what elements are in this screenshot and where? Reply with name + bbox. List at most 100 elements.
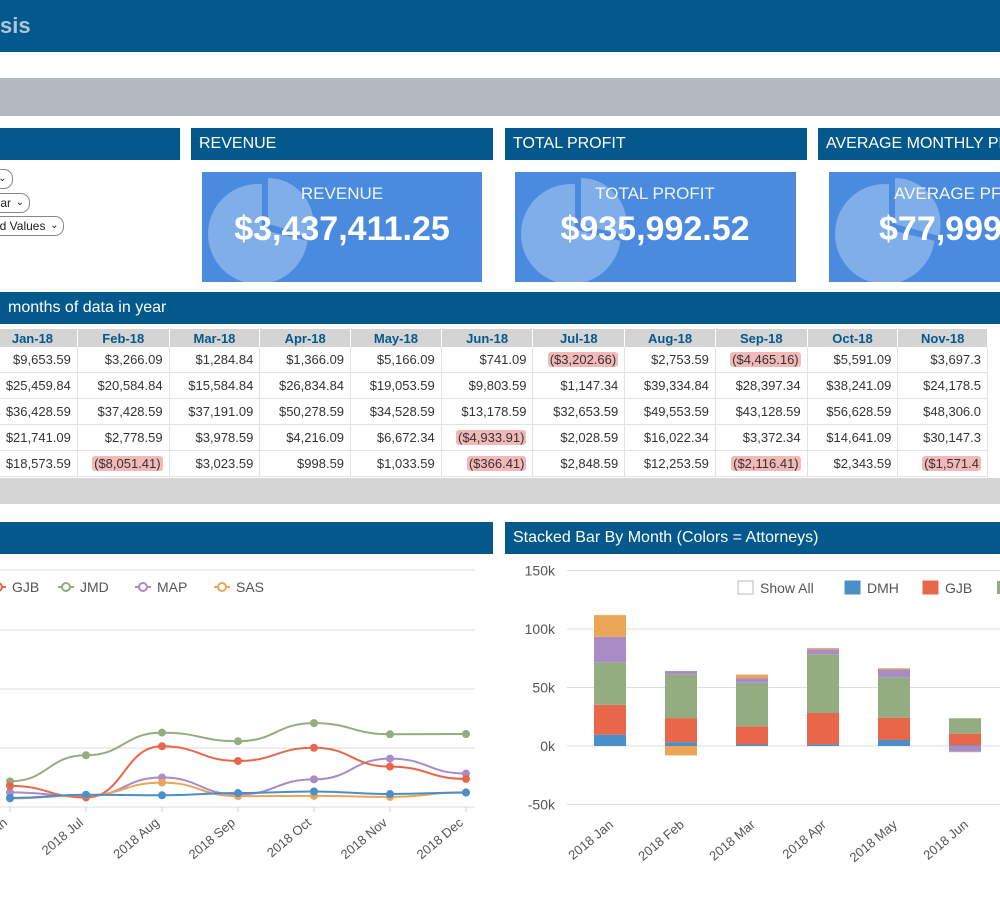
x-tick-label: 2018 May [847, 816, 901, 865]
pie-chart-icon [208, 178, 316, 282]
cell-value: $30,147.3 [923, 430, 981, 445]
cell-value: $12,253.59 [643, 456, 709, 471]
table-cell: ($3,202.66) [532, 347, 626, 373]
bar-chart-title: Stacked Bar By Month (Colors = Attorneys… [513, 529, 819, 546]
column-header[interactable]: Mar-18 [169, 329, 261, 347]
calendar-select-value: ndar [0, 196, 12, 210]
data-point [310, 743, 318, 752]
column-header[interactable]: Sep-18 [715, 329, 808, 347]
total-profit-value: $935,992.52 [560, 210, 750, 248]
table-row: $36,428.59 $37,428.59 $37,191.09 $50,278.59… [0, 398, 988, 425]
column-header[interactable]: Aug-18 [624, 329, 716, 347]
table-cell: ($4,465.16) [715, 347, 808, 373]
legend-label: MAP [157, 579, 187, 595]
cell-value: $50,278.59 [278, 404, 345, 419]
legend-label: GJB [945, 580, 972, 596]
column-header[interactable]: Jan-18 [0, 329, 78, 347]
table-cell: $15,584.84 [169, 372, 261, 399]
bar-segment-dmh [594, 734, 626, 746]
pie-chart-icon [835, 178, 943, 282]
calendar-select[interactable]: ndar⌄ [0, 193, 31, 213]
x-tick-label: 2018 Jun [920, 817, 971, 863]
table-cell: $2,343.59 [807, 450, 899, 477]
x-tick-label: an [0, 815, 10, 836]
column-header[interactable]: Feb-18 [77, 329, 170, 347]
table-cell: $3,372.34 [715, 424, 808, 451]
x-tick-label: 2018 Apr [779, 816, 829, 861]
x-tick-label: 2018 Aug [110, 815, 162, 862]
table-cell: $30,147.3 [897, 424, 988, 451]
cell-value: $2,753.59 [651, 352, 709, 367]
y-tick-label: -50k [528, 797, 556, 813]
table-cell: $26,834.84 [259, 372, 352, 399]
table-row: $25,459.84 $20,584.84 $15,584.84 $26,834.84… [0, 372, 988, 399]
year-select[interactable]: 8⌄ [0, 169, 13, 189]
page-title: sis [0, 13, 31, 38]
filter-bar [0, 78, 1000, 116]
data-point [462, 774, 470, 783]
bar-segment-sas [807, 648, 839, 650]
table-panel-header: months of data in year [0, 292, 1000, 324]
total-profit-panel-header: TOTAL PROFIT [505, 128, 807, 160]
table-cell: $16,022.34 [624, 424, 716, 451]
column-header[interactable]: Oct-18 [807, 329, 899, 347]
cell-value: $32,653.59 [553, 404, 619, 419]
bar-segment-sas [594, 615, 626, 637]
data-point [82, 790, 90, 799]
table-cell: $3,978.59 [169, 424, 261, 451]
table-cell: $56,628.59 [807, 398, 899, 425]
bar-segment-map [807, 649, 839, 655]
table-cell: $3,697.3 [897, 347, 988, 373]
value-type-select[interactable]: ked Values ⌄ [0, 216, 65, 236]
table-cell: $48,306.0 [897, 398, 988, 425]
revenue-panel-header: REVENUE [191, 128, 493, 160]
table-cell: $2,028.59 [532, 424, 626, 451]
cell-value: $3,023.59 [195, 456, 254, 471]
cell-value: $19,053.59 [369, 378, 435, 393]
data-point [234, 789, 242, 798]
table-cell: $1,366.09 [259, 347, 352, 373]
table-cell: $2,848.59 [532, 450, 626, 477]
column-header[interactable]: Nov-18 [897, 329, 988, 347]
x-tick-label: 2018 Oct [264, 815, 314, 861]
bar-segment-jmd [736, 682, 768, 727]
total-profit-card: TOTAL PROFIT $935,992.52 [515, 172, 796, 282]
cell-value: ($4,465.16) [730, 352, 801, 367]
bar-segment-map [949, 746, 981, 752]
total-profit-label: TOTAL PROFIT [595, 184, 715, 203]
table-cell: $13,178.59 [441, 398, 534, 425]
cell-value: $2,028.59 [560, 430, 619, 445]
cell-value: $4,216.09 [286, 430, 345, 445]
table-cell: $39,334.84 [624, 372, 716, 399]
bar-segment-dmh [736, 744, 768, 746]
table-cell: $4,216.09 [259, 424, 352, 451]
bar-segment-jmd [665, 674, 697, 719]
table-row: $18,573.59 ($8,051.41) $3,023.59 $998.59 $1,… [0, 450, 988, 477]
column-header[interactable]: Jun-18 [441, 329, 534, 347]
column-header[interactable]: Apr-18 [259, 329, 352, 347]
avg-monthly-profit-header-label: AVERAGE MONTHLY PF [826, 135, 1000, 152]
column-header[interactable]: May-18 [350, 329, 442, 347]
data-point [234, 756, 242, 765]
cell-value: $36,428.59 [5, 404, 71, 419]
cell-value: $1,147.34 [560, 378, 619, 393]
bar-segment-jmd [949, 718, 981, 734]
bar-segment-jmd [594, 662, 626, 705]
table-cell: $49,553.59 [624, 398, 716, 425]
column-header[interactable]: Jul-18 [532, 329, 626, 347]
cell-value: $3,372.34 [742, 430, 801, 445]
stacked-bar-chart: 150k 100k 50k 0k -50k Show All DMH GJB 2018 Jan 2… [525, 563, 1000, 865]
table-cell: $1,284.84 [169, 347, 261, 373]
cell-value: $20,584.84 [97, 378, 163, 393]
cell-value: ($1,571.4 [922, 456, 981, 471]
cell-value: $21,741.09 [5, 430, 71, 445]
cell-value: $9,803.59 [468, 378, 527, 393]
cell-value: $37,191.09 [188, 404, 254, 419]
cell-value: $49,553.59 [643, 404, 709, 419]
data-point [158, 778, 166, 787]
table-cell: $3,023.59 [169, 450, 261, 477]
table-cell: ($8,051.41) [77, 450, 170, 477]
cell-value: $25,459.84 [5, 378, 71, 393]
cell-value: $26,834.84 [278, 378, 345, 393]
chevron-down-icon: ⌄ [15, 197, 25, 208]
